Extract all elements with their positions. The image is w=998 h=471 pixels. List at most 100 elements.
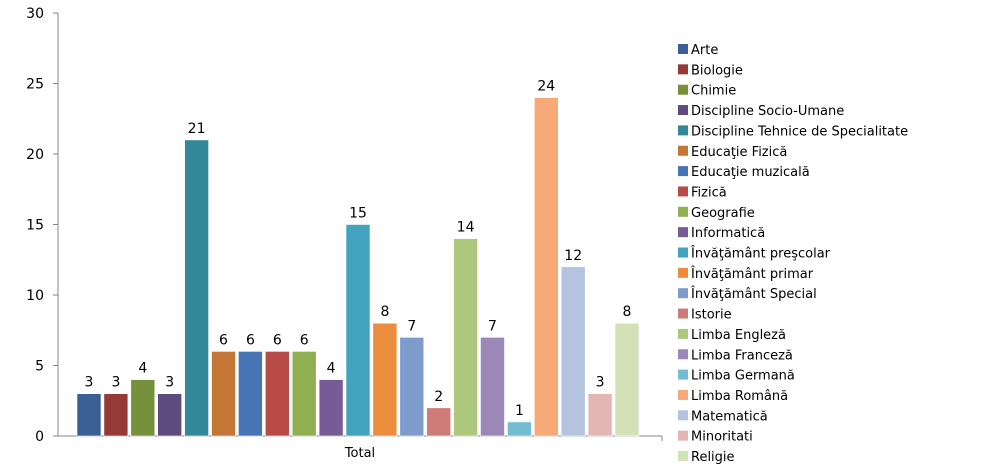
- legend-swatch: [678, 328, 688, 339]
- bar: [614, 322, 640, 437]
- legend-label: Limba Franceză: [691, 348, 793, 363]
- data-label: 15: [349, 206, 367, 222]
- data-label-bg: [160, 371, 179, 390]
- y-tick-label: 5: [35, 359, 44, 375]
- data-label: 2: [434, 389, 443, 405]
- data-label-bg: [241, 329, 260, 348]
- bar: [587, 393, 613, 437]
- legend-label: Învăţământ primar: [690, 266, 814, 282]
- legend-swatch: [678, 125, 688, 136]
- legend-swatch: [678, 410, 688, 421]
- data-label-bg: [214, 329, 233, 348]
- bar: [372, 322, 398, 437]
- data-label-bg: [133, 357, 152, 376]
- data-label: 6: [300, 332, 309, 348]
- legend-swatch: [678, 145, 688, 156]
- bar: [157, 393, 182, 437]
- data-label: 12: [564, 248, 582, 264]
- y-tick-label: 0: [35, 429, 44, 445]
- data-label: 3: [85, 375, 94, 391]
- legend-label: Limba Română: [691, 389, 788, 404]
- data-label: 1: [515, 403, 524, 419]
- bar: [211, 351, 236, 437]
- legend-swatch: [678, 451, 688, 461]
- data-label: 3: [165, 375, 174, 391]
- data-label-bg: [349, 202, 367, 221]
- y-tick-label: 20: [26, 147, 44, 163]
- legend-label: Discipline Socio-Umane: [691, 104, 844, 119]
- legend-label: Religie: [691, 450, 735, 465]
- legend-swatch: [678, 267, 688, 278]
- legend-label: Matematică: [691, 409, 768, 424]
- bar: [399, 336, 425, 437]
- data-label: 24: [537, 79, 555, 95]
- legend-label: Fizică: [691, 185, 727, 200]
- legend-label: Discipline Tehnice de Specialitate: [691, 124, 908, 139]
- data-label-bg: [375, 301, 394, 320]
- legend-swatch: [678, 288, 688, 299]
- data-label-bg: [537, 75, 556, 94]
- legend-swatch: [678, 186, 688, 197]
- legend-swatch: [678, 166, 688, 177]
- legend-swatch: [678, 227, 688, 238]
- data-label: 6: [273, 332, 282, 348]
- legend-swatch: [678, 105, 688, 116]
- legend-label: Învăţământ preşcolar: [690, 246, 831, 262]
- y-tick-label: 25: [26, 77, 44, 93]
- legend-label: Limba Germană: [691, 369, 795, 384]
- data-label-bg: [106, 371, 125, 390]
- x-category-label: Total: [344, 446, 375, 461]
- data-label-bg: [618, 301, 636, 320]
- data-label: 7: [488, 318, 497, 334]
- legend-swatch: [678, 247, 688, 258]
- data-label: 3: [596, 375, 605, 391]
- legend-label: Educaţie Fizică: [691, 145, 787, 160]
- data-label-bg: [564, 244, 583, 263]
- legend-swatch: [678, 44, 688, 54]
- legend-label: Geografie: [691, 206, 755, 221]
- data-label: 6: [246, 332, 255, 348]
- data-label-bg: [456, 216, 475, 235]
- data-label-bg: [402, 315, 421, 334]
- bar: [533, 97, 559, 437]
- data-label: 7: [407, 318, 416, 334]
- bar: [130, 379, 156, 437]
- data-label-bg: [187, 117, 206, 136]
- y-tick-label: 30: [26, 6, 44, 22]
- data-label: 4: [327, 361, 336, 377]
- legend-label: Istorie: [691, 308, 732, 323]
- legend-label: Educaţie muzicală: [691, 165, 810, 180]
- data-label: 4: [138, 361, 147, 377]
- legend-swatch: [678, 389, 688, 400]
- legend-swatch: [678, 84, 688, 95]
- y-tick-label: 10: [26, 288, 44, 304]
- bar: [480, 336, 505, 437]
- legend-label: Arte: [691, 43, 718, 58]
- legend-swatch: [678, 206, 688, 217]
- legend-swatch: [678, 349, 688, 360]
- data-label-bg: [295, 329, 314, 348]
- data-label: 21: [188, 121, 206, 137]
- legend-label: Învăţământ Special: [690, 286, 817, 302]
- bar: [560, 266, 586, 437]
- data-label-bg: [429, 385, 448, 404]
- data-label-bg: [591, 371, 610, 390]
- legend-swatch: [678, 308, 688, 319]
- data-label-bg: [268, 329, 287, 348]
- bars: [76, 97, 640, 437]
- legend-label: Minoritati: [691, 430, 753, 445]
- y-tick-label: 15: [26, 218, 44, 234]
- bar: [264, 351, 290, 437]
- bar: [426, 407, 452, 437]
- data-label: 6: [219, 332, 228, 348]
- data-label-bg: [510, 399, 529, 418]
- data-label-bg: [483, 315, 502, 334]
- legend-swatch: [678, 369, 688, 380]
- bar: [103, 393, 129, 437]
- legend: Arte Biologie Chimie Discipline Socio-Umane…: [678, 43, 908, 465]
- legend-label: Biologie: [691, 63, 743, 78]
- data-label-bg: [80, 371, 98, 390]
- data-labels: 3 3 4 3 21 6 6 6 6 4 15 8 7 2 14 7 1 24 12 3 8: [80, 75, 636, 419]
- bar: [238, 351, 263, 437]
